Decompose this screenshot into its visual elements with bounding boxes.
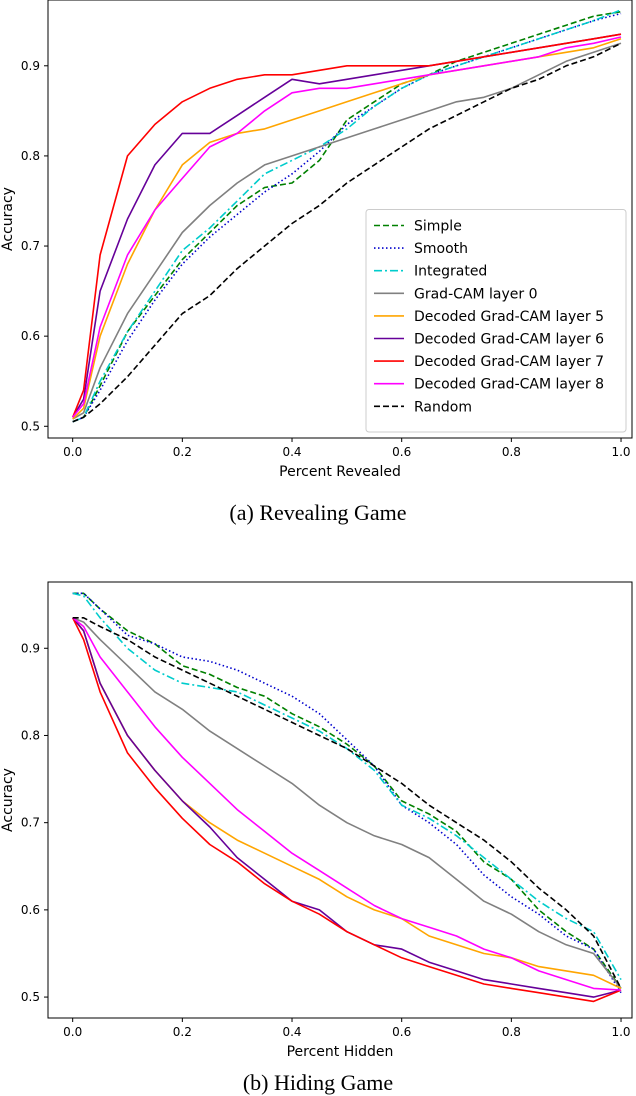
legend: Simple Smooth Integrated Grad-CAM layer 0 De…: [365, 209, 627, 433]
caption-revealing-game: (a) Revealing Game: [229, 500, 407, 525]
series-line-decoded-grad-cam-layer-5: [72, 617, 622, 990]
legend-label: Decoded Grad-CAM layer 8: [414, 377, 604, 393]
caption-hiding-game: (b) Hiding Game: [242, 1070, 394, 1095]
legend-label: Decoded Grad-CAM layer 5: [414, 309, 604, 325]
x-tick-label: 1.0: [611, 445, 630, 459]
y-tick-label: 0.7: [21, 816, 40, 830]
legend-label: Smooth: [414, 241, 468, 257]
series-line-grad-cam-layer-0: [72, 617, 622, 989]
y-tick-label: 0.5: [21, 419, 40, 433]
series-line-integrated: [72, 9, 622, 423]
legend-label: Decoded Grad-CAM layer 6: [414, 332, 604, 348]
y-tick-label: 0.6: [21, 903, 40, 917]
x-tick-label: 0.0: [63, 1025, 82, 1039]
series-line-decoded-grad-cam-layer-8: [72, 36, 622, 418]
y-tick-label: 0.9: [21, 59, 40, 73]
y-tick-label: 0.7: [21, 239, 40, 253]
x-axis-label: Percent Revealed: [279, 464, 401, 480]
x-tick-label: 0.4: [282, 1025, 301, 1039]
y-tick-label: 0.9: [21, 641, 40, 655]
series-line-decoded-grad-cam-layer-7: [71, 617, 622, 1003]
figure-revealing-game: 0.0 0.2 0.4 0.6 0.8 1.0 0.5 0.6 0.7 0.8 0.9 Percent…: [0, 0, 636, 500]
y-tick-label: 0.6: [21, 329, 40, 343]
y-tick-label: 0.8: [21, 149, 40, 163]
series-line-integrated: [72, 592, 622, 980]
y-axis-label: Accuracy: [0, 768, 16, 832]
series-line-random: [72, 616, 622, 989]
series-line-simple: [72, 10, 622, 423]
y-axis-label: Accuracy: [0, 187, 16, 251]
x-tick-label: 0.8: [502, 445, 521, 459]
y-tick-label: 0.5: [21, 990, 40, 1004]
plot-frame: [47, 581, 633, 1019]
chart-revealing-game: 0.0 0.2 0.4 0.6 0.8 1.0 0.5 0.6 0.7 0.8 0.9 Percent…: [0, 0, 633, 480]
x-axis-label: Percent Hidden: [287, 1044, 394, 1060]
x-tick-label: 0.2: [173, 445, 192, 459]
series-line-decoded-grad-cam-layer-6: [72, 617, 622, 998]
series-line-grad-cam-layer-0: [72, 42, 622, 420]
series-line-smooth: [72, 592, 622, 994]
legend-label: Random: [414, 399, 472, 415]
series-line-decoded-grad-cam-layer-7: [71, 33, 622, 418]
x-tick-label: 1.0: [611, 1025, 630, 1039]
plot-frame: [47, 0, 633, 439]
x-tick-label: 0.4: [282, 445, 301, 459]
x-tick-label: 0.8: [502, 1025, 521, 1039]
axes: 0.0 0.2 0.4 0.6 0.8 1.0 0.5 0.6 0.7 0.8 0.9 Percent…: [0, 0, 633, 480]
chart-hiding-game: 0.0 0.2 0.4 0.6 0.8 1.0 0.5 0.6 0.7 0.8 0.9 Percent…: [0, 581, 633, 1060]
legend-label: Decoded Grad-CAM layer 7: [414, 354, 604, 370]
legend-label: Grad-CAM layer 0: [414, 286, 537, 302]
x-tick-label: 0.6: [392, 1025, 411, 1039]
x-tick-label: 0.6: [392, 445, 411, 459]
series-line-random: [72, 42, 622, 423]
series-line-smooth: [72, 12, 622, 423]
series-line-simple: [72, 592, 622, 989]
x-tick-label: 0.0: [63, 445, 82, 459]
series-line-decoded-grad-cam-layer-8: [72, 617, 622, 991]
axes: 0.0 0.2 0.4 0.6 0.8 1.0 0.5 0.6 0.7 0.8 0.9 Percent…: [0, 581, 633, 1060]
series-lines: [71, 592, 622, 1003]
legend-label: Simple: [414, 219, 462, 235]
y-tick-label: 0.8: [21, 728, 40, 742]
x-tick-label: 0.2: [173, 1025, 192, 1039]
series-lines: [71, 9, 622, 423]
legend-label: Integrated: [414, 264, 487, 280]
figure-hiding-game: 0.0 0.2 0.4 0.6 0.8 1.0 0.5 0.6 0.7 0.8 0.9 Percent…: [0, 565, 636, 1070]
legend-box: [365, 209, 627, 433]
